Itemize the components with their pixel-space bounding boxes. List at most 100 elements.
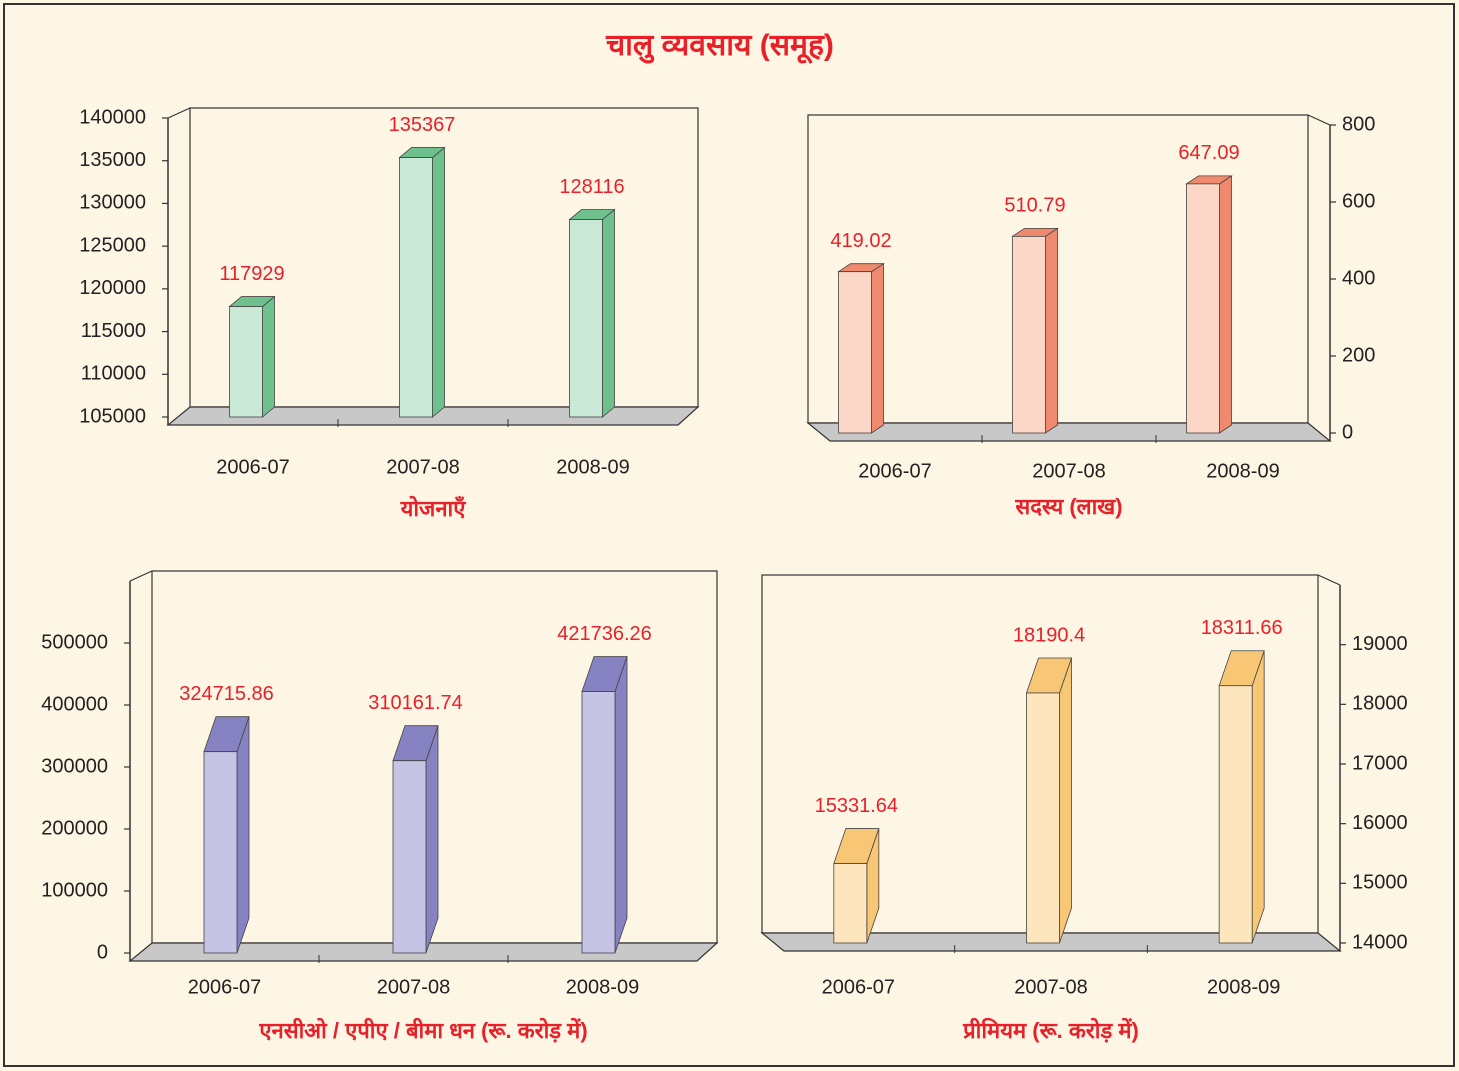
bar xyxy=(398,146,446,418)
y-tick-label: 130000 xyxy=(79,192,146,214)
value-label: 135367 xyxy=(389,114,456,136)
y-tick-label: 125000 xyxy=(79,234,146,256)
bar-side xyxy=(425,725,439,954)
bar xyxy=(581,656,628,954)
value-label: 324715.86 xyxy=(179,683,274,705)
y-tick-label: 15000 xyxy=(1352,872,1408,894)
bar-side xyxy=(1219,175,1232,434)
x-tick-label: 2006-07 xyxy=(216,456,289,478)
x-tick-label: 2007-08 xyxy=(1014,976,1087,998)
bar xyxy=(1185,175,1233,434)
x-tick-label: 2006-07 xyxy=(822,976,895,998)
bar-front xyxy=(229,306,263,418)
bar-chart: 105000 110000 115000 120000 125000 130000 1350… xyxy=(79,106,700,521)
y-tick-label: 110000 xyxy=(81,363,146,385)
y-tick-label: 200000 xyxy=(41,817,108,839)
value-label: 128116 xyxy=(559,176,624,198)
x-tick-label: 2008-09 xyxy=(1206,460,1279,482)
value-label: 117929 xyxy=(219,263,284,285)
y-tick-label: 105000 xyxy=(79,405,146,427)
axis-depth xyxy=(129,570,153,582)
bar-front xyxy=(1218,685,1253,944)
y-tick-label: 19000 xyxy=(1352,633,1408,655)
bar-front xyxy=(392,760,427,954)
bar-front xyxy=(1186,183,1220,434)
x-axis-caption: योजनाएँ xyxy=(400,495,467,521)
bar-side xyxy=(432,146,445,418)
bar xyxy=(228,295,276,418)
bar-front xyxy=(1026,692,1060,944)
y-tick-label: 17000 xyxy=(1352,752,1408,774)
value-label: 18190.4 xyxy=(1013,624,1085,646)
bar-side xyxy=(871,262,884,434)
x-tick-label: 2007-08 xyxy=(1032,460,1105,482)
value-label: 421736.26 xyxy=(557,623,652,645)
bar-front xyxy=(1012,235,1046,434)
x-tick-label: 2006-07 xyxy=(188,976,261,998)
y-tick-label: 0 xyxy=(1342,421,1353,443)
y-tick-label: 100000 xyxy=(41,879,108,901)
bar-front xyxy=(838,271,872,434)
bar xyxy=(1025,657,1073,944)
bar-side xyxy=(262,295,275,418)
bar-side xyxy=(602,208,615,418)
bar-side xyxy=(1045,227,1058,434)
bar xyxy=(203,716,250,954)
y-tick-label: 115000 xyxy=(81,320,146,342)
bar-chart: 0 100000 200000 300000 400000 500000 2006-07 32… xyxy=(41,570,719,1043)
bar-side xyxy=(1251,650,1265,944)
bar-front xyxy=(833,863,868,944)
bar xyxy=(1011,227,1059,434)
x-axis-caption: सदस्य (लाख) xyxy=(1014,494,1122,519)
value-label: 310161.74 xyxy=(368,692,463,714)
value-label: 647.09 xyxy=(1178,142,1239,164)
y-tick-label: 14000 xyxy=(1352,931,1408,953)
axis-depth xyxy=(1317,574,1341,586)
y-tick-label: 600 xyxy=(1342,190,1375,212)
x-axis-caption: एनसीओ / एपीए / बीमा धन (रू. करोड़ में) xyxy=(258,1017,587,1043)
value-label: 419.02 xyxy=(830,230,891,252)
x-tick-label: 2007-08 xyxy=(386,456,459,478)
value-label: 510.79 xyxy=(1004,195,1065,217)
floor xyxy=(806,422,1332,442)
y-tick-label: 800 xyxy=(1342,113,1375,135)
y-tick-label: 400 xyxy=(1342,267,1375,289)
y-tick-label: 300000 xyxy=(41,755,108,777)
bar-chart: 14000 15000 16000 17000 18000 19000 2006-07 153… xyxy=(760,574,1408,1043)
x-axis-caption: प्रीमियम (रू. करोड़ में) xyxy=(962,1017,1139,1043)
bar xyxy=(837,262,885,434)
x-tick-label: 2008-09 xyxy=(556,456,629,478)
bar-front xyxy=(569,219,603,418)
y-tick-label: 135000 xyxy=(79,149,146,171)
bar xyxy=(392,725,439,954)
bar-front xyxy=(399,157,433,418)
y-tick-label: 18000 xyxy=(1352,693,1408,715)
x-tick-label: 2006-07 xyxy=(858,460,931,482)
y-tick-label: 0 xyxy=(97,941,108,963)
bar-front xyxy=(203,751,238,954)
axis-depth xyxy=(167,107,191,119)
bar-side xyxy=(614,656,628,954)
value-label: 15331.64 xyxy=(815,795,898,817)
value-label: 18311.66 xyxy=(1201,617,1283,639)
bar-side xyxy=(1059,657,1072,944)
bar-side xyxy=(236,716,250,954)
bar xyxy=(1218,650,1265,944)
x-tick-label: 2007-08 xyxy=(377,976,450,998)
bar-front xyxy=(581,691,616,954)
y-tick-label: 500000 xyxy=(41,631,108,653)
y-tick-label: 120000 xyxy=(79,277,146,299)
x-tick-label: 2008-09 xyxy=(1207,976,1280,998)
bar xyxy=(833,828,880,944)
x-tick-label: 2008-09 xyxy=(566,976,639,998)
y-tick-label: 16000 xyxy=(1352,812,1408,834)
bar-chart: 0 200 400 600 800 2006-07 419.02 2007-08 510.79 2… xyxy=(806,113,1375,519)
bar xyxy=(568,208,616,418)
axis-depth xyxy=(1307,114,1331,126)
y-tick-label: 140000 xyxy=(79,106,146,128)
y-tick-label: 400000 xyxy=(41,693,108,715)
y-tick-label: 200 xyxy=(1342,344,1375,366)
page-title: चालु व्यवसाय (समूह) xyxy=(605,29,834,64)
